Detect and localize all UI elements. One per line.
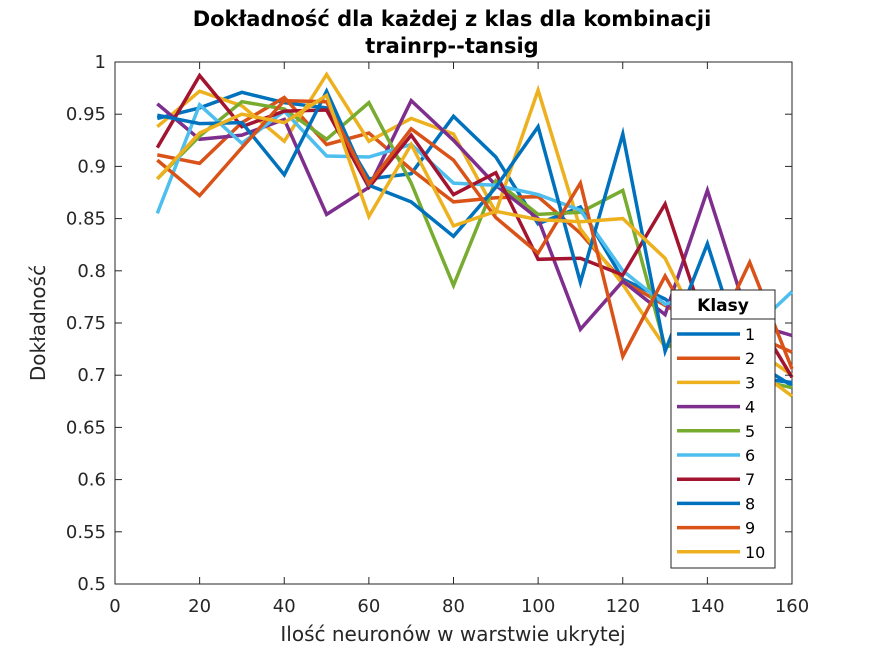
x-tick-label: 0 [109, 596, 120, 617]
legend-items: 1 2 3 4 5 6 7 8 9 10 [677, 325, 765, 562]
y-tick-label: 1 [95, 52, 106, 73]
y-tick-label: 0.8 [77, 261, 106, 282]
legend-title: Klasy [697, 296, 749, 316]
y-tick-label: 0.9 [77, 156, 106, 177]
x-tick-label: 80 [442, 596, 465, 617]
y-tick-label: 0.85 [66, 209, 106, 230]
x-tick-label: 40 [273, 596, 296, 617]
y-tick-label: 0.65 [66, 417, 106, 438]
legend-label-3: 3 [745, 373, 755, 392]
ticks-layer: 0 20 40 60 80 100 120 140 160 0.5 0.55 0.6 0.65 0.7 0.… [66, 52, 809, 617]
legend-label-5: 5 [745, 422, 755, 441]
legend-label-4: 4 [745, 398, 755, 417]
y-tick-label: 0.75 [66, 313, 106, 334]
y-tick-label: 0.95 [66, 104, 106, 125]
x-tick-label: 120 [606, 596, 640, 617]
chart-title-line-2: trainrp--tansig [365, 34, 538, 58]
x-tick-label: 60 [357, 596, 380, 617]
legend-label-9: 9 [745, 519, 755, 538]
legend-label-2: 2 [745, 349, 755, 368]
legend-label-8: 8 [745, 494, 755, 513]
legend-label-1: 1 [745, 325, 755, 344]
legend: Klasy 1 2 3 4 5 6 7 8 9 10 [670, 289, 776, 569]
legend-box [670, 289, 776, 569]
legend-label-6: 6 [745, 446, 755, 465]
x-axis-label: Ilość neuronów w warstwie ukrytej [280, 622, 625, 646]
y-tick-label: 0.5 [77, 574, 106, 595]
x-tick-label: 160 [775, 596, 809, 617]
legend-label-10: 10 [745, 543, 765, 562]
x-tick-label: 100 [521, 596, 555, 617]
x-tick-label: 140 [690, 596, 724, 617]
chart-title-line-1: Dokładność dla każdej z klas dla kombina… [193, 7, 712, 31]
legend-label-7: 7 [745, 470, 755, 489]
y-tick-label: 0.55 [66, 522, 106, 543]
y-tick-label: 0.6 [77, 470, 106, 491]
x-tick-label: 20 [188, 596, 211, 617]
y-tick-label: 0.7 [77, 365, 106, 386]
y-axis-label: Dokładność [26, 265, 50, 381]
